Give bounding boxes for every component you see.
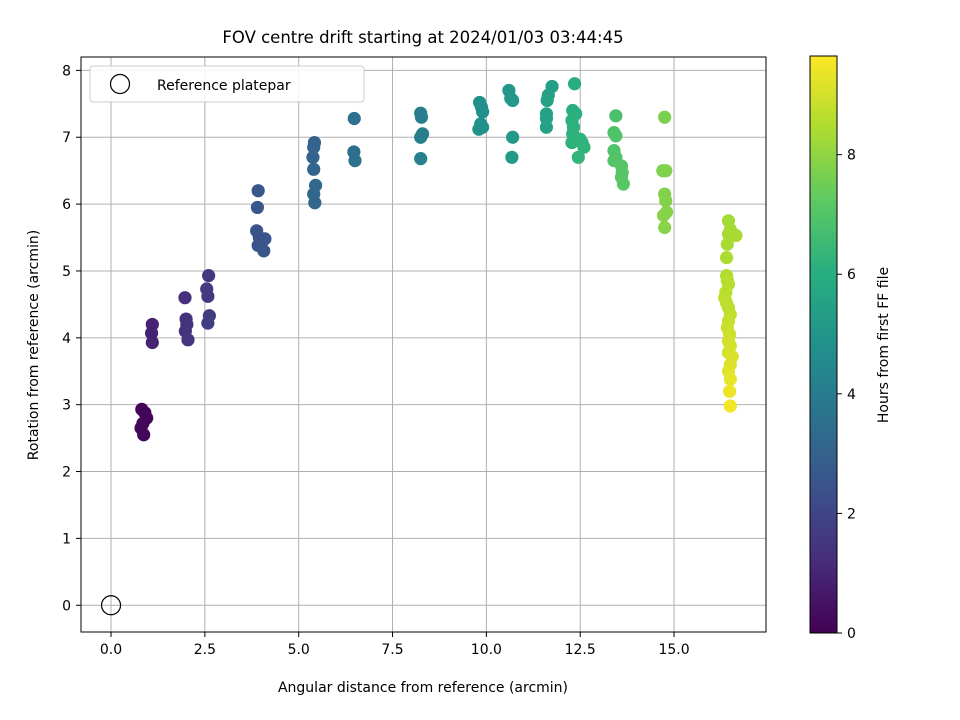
- scatter-point: [723, 399, 737, 413]
- scatter-point: [414, 152, 428, 166]
- scatter-point: [506, 130, 520, 144]
- scatter-point: [659, 164, 673, 178]
- scatter-point: [307, 140, 321, 154]
- scatter-point: [414, 130, 428, 144]
- colorbar: 0 2 4 6 8 Hours from first FF file: [809, 55, 892, 642]
- scatter-point: [723, 372, 737, 386]
- scatter-point: [201, 289, 215, 303]
- scatter-point: [506, 93, 520, 108]
- scatter-point: [540, 93, 554, 108]
- plot-frame: [80, 56, 767, 633]
- scatter-point: [658, 220, 672, 235]
- y-tick-label: 7: [62, 130, 71, 146]
- legend-box: [89, 65, 365, 103]
- data-points: [134, 77, 743, 442]
- legend: Reference platepar: [89, 65, 365, 103]
- x-tick-label: 5.0: [288, 642, 310, 658]
- colorbar-label: Hours from first FF file: [876, 267, 892, 423]
- scatter-point: [201, 316, 215, 330]
- y-tick-label: 2: [62, 465, 71, 481]
- y-tick-label: 8: [62, 63, 71, 79]
- y-tick-label: 6: [62, 197, 71, 213]
- scatter-point: [567, 77, 582, 91]
- x-axis-ticks: 0.0 2.5 5.0 7.5 10.0 12.5 15.0: [100, 632, 690, 658]
- y-tick-label: 3: [62, 398, 71, 414]
- scatter-point: [656, 208, 671, 223]
- colorbar-gradient: [809, 55, 838, 634]
- legend-label: Reference platepar: [157, 78, 291, 94]
- colorbar-tick-label: 8: [847, 148, 856, 164]
- scatter-point: [476, 105, 490, 119]
- colorbar-tick-label: 0: [847, 626, 856, 642]
- colorbar-tick-label: 6: [847, 267, 856, 283]
- scatter-point: [476, 120, 490, 134]
- y-axis-ticks: 0 1 2 3 4 5 6 7 8: [62, 63, 81, 614]
- scatter-point: [250, 200, 265, 215]
- x-tick-label: 7.5: [381, 642, 403, 658]
- reference-point-layer: [100, 595, 122, 616]
- scatter-point: [577, 140, 591, 154]
- chart-title: FOV centre drift starting at 2024/01/03 …: [222, 28, 623, 47]
- scatter-point: [251, 184, 265, 198]
- x-tick-label: 0.0: [100, 642, 122, 658]
- scatter-point: [609, 109, 623, 123]
- colorbar-ticks: 0 2 4 6 8: [837, 148, 856, 642]
- scatter-point: [178, 291, 192, 305]
- scatter-point: [137, 428, 151, 442]
- y-tick-label: 1: [62, 531, 71, 547]
- y-axis-label: Rotation from reference (arcmin): [26, 230, 42, 460]
- x-tick-label: 10.0: [471, 642, 502, 658]
- scatter-point: [347, 111, 361, 126]
- scatter-point: [257, 244, 271, 258]
- legend-marker-open-circle-icon: [109, 73, 131, 95]
- scatter-point: [719, 250, 734, 265]
- x-tick-label: 12.5: [565, 642, 596, 658]
- scatter-point: [181, 333, 195, 347]
- scatter-point: [306, 150, 320, 164]
- scatter-point: [729, 228, 743, 243]
- x-tick-label: 2.5: [194, 642, 216, 658]
- scatter-point: [658, 110, 672, 124]
- scatter-point: [659, 194, 673, 208]
- scatter-point: [505, 150, 519, 164]
- scatter-point: [539, 120, 554, 134]
- reference-platepar-marker: [100, 595, 122, 616]
- scatter-point: [616, 177, 630, 191]
- scatter-point: [571, 150, 585, 164]
- x-tick-label: 15.0: [658, 642, 689, 658]
- scatter-point: [348, 154, 362, 168]
- scatter-point: [722, 384, 737, 398]
- scatter-point: [202, 269, 216, 283]
- scatter-point: [609, 129, 623, 143]
- colorbar-tick-label: 2: [847, 506, 856, 522]
- scatter-point: [720, 237, 734, 251]
- scatter-point: [308, 196, 322, 210]
- scatter-point: [258, 232, 272, 246]
- y-tick-label: 4: [62, 331, 71, 347]
- scatter-point: [307, 162, 321, 176]
- y-tick-label: 0: [62, 598, 71, 614]
- x-axis-label: Angular distance from reference (arcmin): [278, 680, 568, 696]
- scatter-point: [414, 110, 429, 124]
- y-tick-label: 5: [62, 264, 71, 280]
- colorbar-tick-label: 4: [847, 387, 856, 403]
- scatter-point: [145, 335, 159, 350]
